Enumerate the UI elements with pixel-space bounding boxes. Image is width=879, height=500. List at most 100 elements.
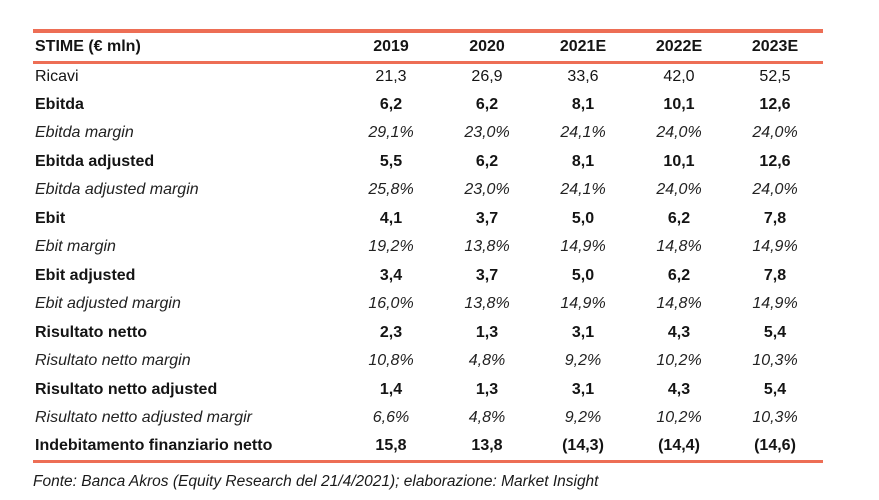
- row-value: 19,2%: [368, 238, 414, 256]
- row-value: 14,9%: [752, 295, 798, 313]
- row-label: Ricavi: [35, 68, 79, 85]
- row-value: 14,8%: [656, 295, 702, 313]
- row-label: Ebit margin: [35, 238, 116, 256]
- row-label: Ebit: [35, 209, 66, 227]
- row-value: (14,4): [631, 432, 727, 463]
- row-value: 24,0%: [656, 124, 702, 142]
- table-row: Ricavi 21,3 26,9 33,6 42,0 52,5: [33, 62, 823, 91]
- row-value: 14,9%: [752, 238, 798, 256]
- row-value: 21,3: [375, 68, 407, 85]
- row-label: Risultato netto margin: [35, 352, 191, 370]
- row-value: 6,2: [379, 95, 403, 113]
- table-title: STIME (€ mln): [33, 29, 343, 64]
- row-value: 6,6%: [372, 409, 410, 427]
- row-value: 24,0%: [752, 124, 798, 142]
- column-header-5: 2023E: [727, 29, 823, 64]
- row-value: 10,2%: [656, 352, 702, 370]
- column-header-4: 2022E: [631, 29, 727, 64]
- row-value: 10,2%: [656, 409, 702, 427]
- row-label: Ebitda adjusted margin: [35, 181, 199, 199]
- row-value: 29,1%: [368, 124, 414, 142]
- row-value: 24,1%: [560, 181, 606, 199]
- column-header-2: 2020: [439, 29, 535, 64]
- table-row: Risultato netto margin 10,8% 4,8% 9,2% 1…: [33, 347, 823, 376]
- row-value: 33,6: [567, 68, 599, 85]
- table-row: Indebitamento finanziario netto 15,8 13,…: [33, 432, 823, 463]
- row-value: 16,0%: [368, 295, 414, 313]
- row-value: 24,0%: [656, 181, 702, 199]
- row-value: 9,2%: [564, 352, 602, 370]
- row-value: 42,0: [663, 68, 695, 85]
- row-value: 2,3: [379, 323, 403, 341]
- row-label: Ebitda: [35, 95, 84, 113]
- row-value: 5,4: [763, 380, 787, 398]
- row-value: (14,6): [727, 432, 823, 463]
- row-label: Indebitamento finanziario netto: [33, 432, 343, 463]
- table-row: Ebitda adjusted 5,5 6,2 8,1 10,1 12,6: [33, 148, 823, 177]
- row-value: 4,8%: [468, 409, 506, 427]
- row-value: 24,0%: [752, 181, 798, 199]
- row-value: 6,2: [667, 209, 691, 227]
- row-label: Risultato netto: [35, 323, 147, 341]
- row-value: 3,7: [475, 209, 499, 227]
- row-value: 52,5: [759, 68, 791, 85]
- row-value: 9,2%: [564, 409, 602, 427]
- row-value: 4,3: [667, 380, 691, 398]
- table-row: Ebitda adjusted margin 25,8% 23,0% 24,1%…: [33, 176, 823, 205]
- row-value: 3,7: [475, 266, 499, 284]
- row-value: 15,8: [343, 432, 439, 463]
- table-body: Ricavi 21,3 26,9 33,6 42,0 52,5 Ebitda 6…: [33, 62, 823, 463]
- row-value: 3,4: [379, 266, 403, 284]
- table-row: Risultato netto adjusted margir 6,6% 4,8…: [33, 404, 823, 433]
- row-value: 24,1%: [560, 124, 606, 142]
- row-value: 8,1: [571, 95, 595, 113]
- table-header-row: STIME (€ mln) 2019 2020 2021E 2022E 2023…: [33, 29, 823, 64]
- table-row: Ebitda 6,2 6,2 8,1 10,1 12,6: [33, 91, 823, 120]
- row-value: 14,8%: [656, 238, 702, 256]
- row-value: 12,6: [759, 152, 791, 170]
- row-value: 13,8: [439, 432, 535, 463]
- row-value: 1,3: [475, 380, 499, 398]
- row-label: Risultato netto adjusted margir: [35, 409, 252, 427]
- row-value: 14,9%: [560, 238, 606, 256]
- row-value: 10,1: [663, 95, 695, 113]
- row-value: 14,9%: [560, 295, 606, 313]
- row-label: Ebitda adjusted: [35, 152, 155, 170]
- table-row: Risultato netto 2,3 1,3 3,1 4,3 5,4: [33, 319, 823, 348]
- table-row: Ebitda margin 29,1% 23,0% 24,1% 24,0% 24…: [33, 119, 823, 148]
- row-value: 6,2: [475, 95, 499, 113]
- row-value: 5,0: [571, 209, 595, 227]
- row-value: 10,3%: [752, 352, 798, 370]
- row-value: 26,9: [471, 68, 503, 85]
- row-value: 4,1: [379, 209, 403, 227]
- table-row: Ebit margin 19,2% 13,8% 14,9% 14,8% 14,9…: [33, 233, 823, 262]
- table-row: Ebit 4,1 3,7 5,0 6,2 7,8: [33, 205, 823, 234]
- row-value: 23,0%: [464, 124, 510, 142]
- row-label: Ebit adjusted: [35, 266, 136, 284]
- table-row: Ebit adjusted 3,4 3,7 5,0 6,2 7,8: [33, 262, 823, 291]
- source-note: Fonte: Banca Akros (Equity Research del …: [33, 473, 599, 490]
- row-value: 3,1: [571, 323, 595, 341]
- row-value: 8,1: [571, 152, 595, 170]
- row-value: 7,8: [763, 209, 787, 227]
- row-value: 7,8: [763, 266, 787, 284]
- estimates-table: STIME (€ mln) 2019 2020 2021E 2022E 2023…: [33, 29, 823, 463]
- row-value: 6,2: [475, 152, 499, 170]
- row-value: 13,8%: [464, 295, 510, 313]
- column-header-3: 2021E: [535, 29, 631, 64]
- row-value: 1,3: [475, 323, 499, 341]
- table-row: Ebit adjusted margin 16,0% 13,8% 14,9% 1…: [33, 290, 823, 319]
- row-value: 23,0%: [464, 181, 510, 199]
- row-value: 25,8%: [368, 181, 414, 199]
- row-value: 6,2: [667, 266, 691, 284]
- row-value: 4,3: [667, 323, 691, 341]
- row-value: 1,4: [379, 380, 403, 398]
- row-value: 5,0: [571, 266, 595, 284]
- table-row: Risultato netto adjusted 1,4 1,3 3,1 4,3…: [33, 376, 823, 405]
- row-label: Ebit adjusted margin: [35, 295, 181, 313]
- row-value: 13,8%: [464, 238, 510, 256]
- row-value: 12,6: [759, 95, 791, 113]
- row-value: (14,3): [535, 432, 631, 463]
- row-value: 4,8%: [468, 352, 506, 370]
